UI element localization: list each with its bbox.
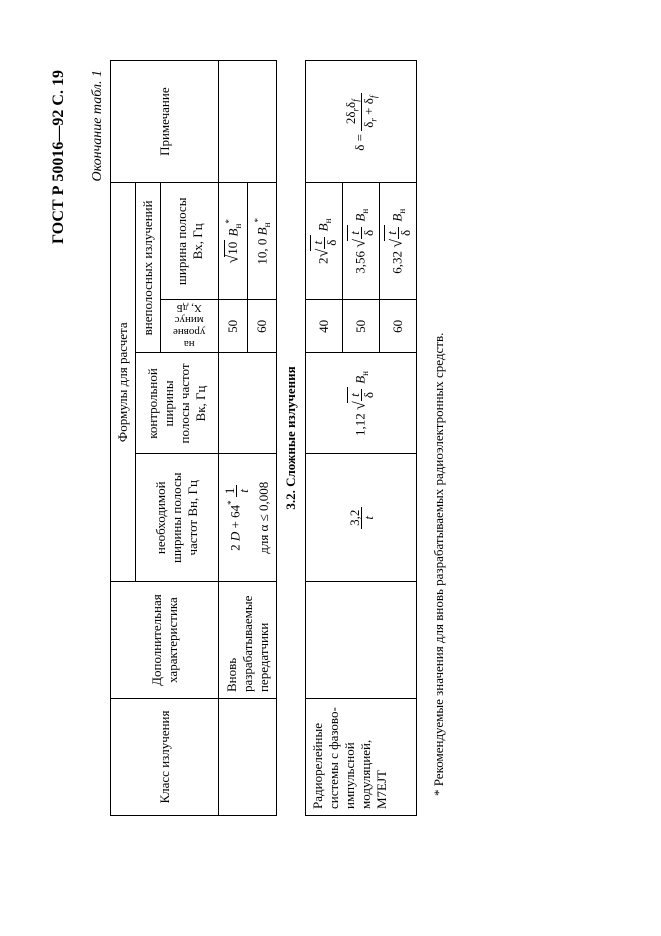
r2-x3: 60 <box>380 300 417 353</box>
r2-bx2: 3,56 √tδ Bн <box>343 183 380 300</box>
header-row-1: Класс излучения Дополнительная характери… <box>111 61 136 816</box>
data-row-1a: Вновь разрабатываемые передатчики 2 D + … <box>219 61 248 816</box>
hdr-oob: внеполосных излучений <box>136 183 161 353</box>
r1-note <box>219 61 277 183</box>
r1-bx2: 10, 0 Bн* <box>248 183 277 300</box>
data-row-2a: Радиорелейные системы с фазово-импульсно… <box>306 61 343 816</box>
hdr-formulas: Формулы для расчета <box>111 183 136 582</box>
page-header: ГОСТ Р 50016—92 С. 19 <box>50 70 68 244</box>
r1-x1: 50 <box>219 300 248 353</box>
r2-x2: 50 <box>343 300 380 353</box>
r1-bk <box>219 353 277 454</box>
r2-class: Радиорелейные системы с фазово-импульсно… <box>306 699 417 816</box>
r2-note: δ = 2δrδf δr + δf <box>306 61 417 183</box>
r1-x2: 60 <box>248 300 277 353</box>
table-caption: Окончание табл. 1 <box>90 60 106 816</box>
hdr-bk: контрольной ширины полосы частот Bк, Гц <box>136 353 219 454</box>
r2-bk: 1,12 √tδ Bн <box>306 353 417 454</box>
r2-bn: 3,2t <box>306 454 417 582</box>
r1-char: Вновь разрабатываемые передатчики <box>219 582 277 699</box>
r1-bx1: √10 Bн* <box>219 183 248 300</box>
section-title: 3.2. Сложные излучения <box>277 61 306 816</box>
hdr-x: на уровне минус X, дБ <box>161 300 219 353</box>
hdr-bn: необходимой ширины полосы частот Bн, Гц <box>136 454 219 582</box>
r2-bx3: 6,32 √tδ Bн <box>380 183 417 300</box>
hdr-class: Класс излучения <box>111 699 219 816</box>
main-table: Класс излучения Дополнительная характери… <box>110 60 417 816</box>
r1-class <box>219 699 277 816</box>
section-row: 3.2. Сложные излучения <box>277 61 306 816</box>
hdr-note: Примечание <box>111 61 219 183</box>
hdr-char: Дополнительная характеристика <box>111 582 219 699</box>
r1-bn: 2 D + 64* 1t для α ≤ 0,008 <box>219 454 277 582</box>
footnote: * Рекомендуемые значения для вновь разра… <box>431 60 447 816</box>
r2-x1: 40 <box>306 300 343 353</box>
r2-char <box>306 582 417 699</box>
hdr-bx: ширина полосы Bx, Гц <box>161 183 219 300</box>
r2-bx1: 2√tδ Bн <box>306 183 343 300</box>
